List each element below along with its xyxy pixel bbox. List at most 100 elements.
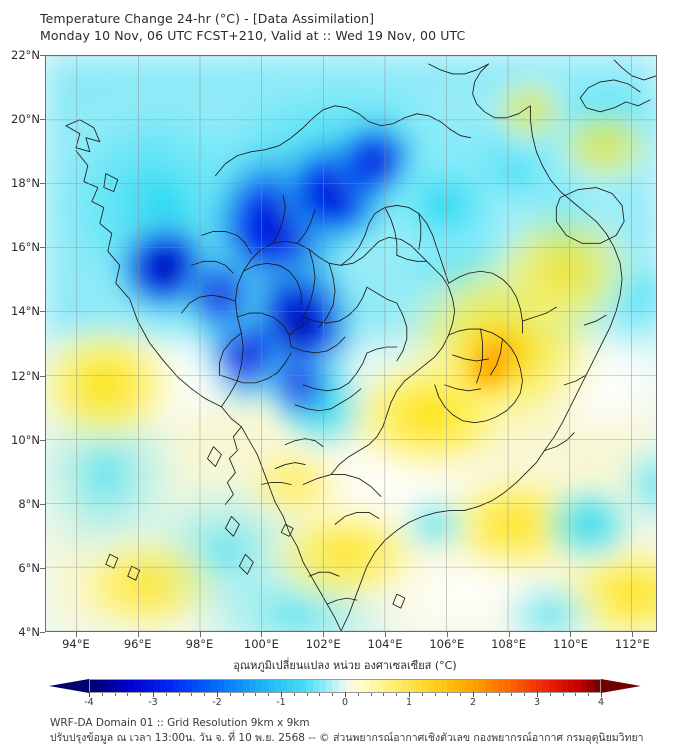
longitude-axis: 94°E 96°E 98°E 100°E 102°E 104°E 106°E 1…	[45, 637, 657, 655]
lat-lon-gridlines	[46, 56, 656, 631]
colorbar-tick-label: 4	[597, 697, 605, 708]
lat-tickmark	[40, 503, 45, 505]
colorbar-tickmark	[114, 693, 116, 696]
colorbar-tickmark	[473, 692, 474, 697]
lon-tickmark	[199, 632, 201, 637]
colorbar-extend-max-arrow	[601, 679, 641, 693]
colorbar-tickmark	[383, 693, 385, 696]
lon-tick-100e: 100°E	[243, 637, 279, 651]
colorbar-tickmark	[345, 692, 346, 697]
lat-tickmark	[40, 311, 45, 313]
lon-tick-98e: 98°E	[185, 637, 214, 651]
colorbar-tickmark	[357, 693, 359, 696]
colorbar-tickmark	[524, 693, 526, 696]
temperature-change-map	[45, 55, 657, 632]
lon-tickmark	[385, 632, 386, 637]
colorbar-tickmark	[153, 692, 154, 697]
colorbar-tickmark	[447, 693, 449, 696]
chart-title-block: Temperature Change 24-hr (°C) - [Data As…	[40, 10, 640, 44]
colorbar-tickmark	[204, 693, 206, 696]
colorbar-tick-label: 2	[469, 697, 477, 708]
lon-tick-96e: 96°E	[123, 637, 152, 651]
lon-tick-104e: 104°E	[367, 637, 403, 651]
colorbar-tickmark	[332, 693, 334, 696]
footer-block: WRF-DA Domain 01 :: Grid Resolution 9km …	[50, 716, 660, 746]
colorbar-tickmark	[217, 692, 218, 697]
lon-tick-102e: 102°E	[305, 637, 341, 651]
lat-tick-6n: 6°N	[18, 560, 40, 575]
colorbar-tickmark	[498, 693, 500, 696]
lat-tickmark	[40, 632, 45, 633]
lat-tick-20n: 20°N	[11, 112, 40, 127]
lon-tick-112e: 112°E	[614, 637, 650, 651]
lat-tickmark	[40, 567, 45, 569]
lon-tickmark	[261, 632, 263, 637]
colorbar-tickmark	[242, 693, 244, 696]
colorbar-tickmark	[537, 692, 538, 697]
lat-tickmark	[40, 439, 45, 441]
lat-tick-12n: 12°N	[11, 368, 40, 383]
coastline-and-border-overlay	[65, 59, 656, 631]
colorbar-tickmark	[127, 693, 129, 696]
colorbar-tickmark	[601, 692, 602, 697]
colorbar-tickmark	[281, 692, 282, 697]
footer-credit: ปรับปรุงข้อมูล ณ เวลา 13:00น. วัน จ. ที่…	[50, 732, 644, 744]
lat-tick-4n: 4°N	[18, 625, 40, 639]
lon-tickmark	[570, 632, 572, 637]
lon-tickmark	[75, 632, 77, 637]
lon-tick-108e: 108°E	[491, 637, 527, 651]
lat-tick-14n: 14°N	[11, 304, 40, 319]
lon-tickmark	[632, 632, 634, 637]
colorbar-tickmark	[229, 693, 231, 696]
lon-tickmark	[323, 632, 325, 637]
colorbar-extend-min-arrow	[49, 679, 89, 693]
colorbar-tickmark	[140, 693, 142, 696]
lon-tick-110e: 110°E	[553, 637, 588, 651]
colorbar-tickmark	[549, 693, 551, 696]
colorbar-ticks: -4 -3 -2 -1 0 1 2 3 4	[45, 692, 645, 713]
colorbar-tickmark	[370, 693, 372, 696]
colorbar-tickmark	[409, 692, 410, 697]
colorbar-gradient	[89, 679, 601, 693]
colorbar-tick-label: -4	[84, 697, 94, 708]
lat-tickmark	[40, 375, 45, 377]
colorbar-tickmark	[191, 693, 193, 696]
colorbar-tickmark	[575, 693, 577, 696]
lat-tick-8n: 8°N	[18, 496, 40, 511]
temperature-anomaly-field	[46, 56, 656, 631]
lat-tick-16n: 16°N	[11, 240, 40, 255]
colorbar-tick-label: 1	[405, 697, 413, 708]
colorbar-tickmark	[89, 692, 90, 697]
lon-tick-94e: 94°E	[62, 637, 90, 651]
lat-tick-10n: 10°N	[11, 432, 40, 447]
colorbar-tick-label: -1	[276, 697, 286, 708]
colorbar-tickmark	[434, 693, 436, 696]
colorbar-tickmark	[485, 693, 487, 696]
colorbar-tickmark	[178, 693, 180, 696]
colorbar-tick-label: 3	[533, 697, 541, 708]
lat-tickmark	[40, 183, 45, 185]
colorbar-tickmark	[421, 693, 423, 696]
colorbar-tickmark	[293, 693, 295, 696]
lat-tickmark	[40, 55, 45, 56]
lat-tickmark	[40, 247, 45, 249]
lon-tick-106e: 106°E	[429, 637, 465, 651]
colorbar-tick-label: -2	[212, 697, 222, 708]
colorbar-tickmark	[588, 693, 590, 696]
lon-tickmark	[508, 632, 510, 637]
colorbar: อุณหภูมิเปลี่ยนแปลง หน่วย องศาเซลเซียส (…	[45, 658, 645, 713]
colorbar-tickmark	[268, 693, 270, 696]
colorbar-tick-label: 0	[341, 697, 349, 708]
colorbar-tickmark	[101, 693, 103, 696]
colorbar-tickmark	[165, 693, 167, 696]
colorbar-tickmark	[396, 693, 398, 696]
chart-title-line-1: Temperature Change 24-hr (°C) - [Data As…	[40, 11, 375, 26]
lon-tickmark	[446, 632, 448, 637]
latitude-axis: 22°N 20°N 18°N 16°N 14°N 12°N 10°N 8°N 6…	[0, 48, 40, 639]
colorbar-tick-label: -3	[148, 697, 158, 708]
colorbar-tickmark	[319, 693, 321, 696]
lat-tickmark	[40, 119, 45, 121]
colorbar-title: อุณหภูมิเปลี่ยนแปลง หน่วย องศาเซลเซียส (…	[233, 659, 457, 672]
colorbar-tickmark	[255, 693, 257, 696]
lon-tickmark	[137, 632, 139, 637]
